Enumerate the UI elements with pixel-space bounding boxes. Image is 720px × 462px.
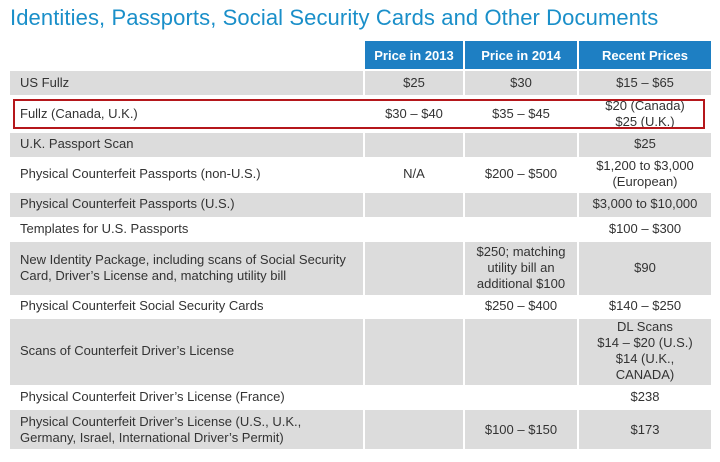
table-row: Physical Counterfeit Driver’s License (F…: [10, 383, 711, 409]
row-recent-price: $140 – $250: [577, 293, 711, 318]
row-price-2013: [363, 408, 464, 449]
row-price-2013: [363, 191, 464, 216]
table-row: US Fullz $25 $30 $15 – $65: [10, 69, 711, 96]
row-price-2013: $25: [363, 69, 464, 96]
header-price-2014: Price in 2014: [463, 41, 578, 70]
row-recent-price: $1,200 to $3,000 (European): [577, 155, 711, 192]
row-recent-price: $20 (Canada) $25 (U.K.): [577, 95, 711, 132]
table-row: Templates for U.S. Passports $100 – $300: [10, 215, 711, 241]
row-price-2013: [363, 293, 464, 318]
page-title: Identities, Passports, Social Security C…: [10, 5, 659, 30]
row-recent-price: $173: [577, 408, 711, 449]
row-price-2013: [363, 383, 464, 409]
row-price-2013: [363, 131, 464, 156]
row-item-label: Physical Counterfeit Driver’s License (U…: [10, 408, 364, 449]
header-recent-prices: Recent Prices: [577, 41, 711, 70]
row-item-label: Physical Counterfeit Passports (U.S.): [10, 191, 364, 216]
row-item-label: Scans of Counterfeit Driver’s License: [10, 317, 364, 384]
row-item-label: US Fullz: [10, 69, 364, 96]
row-price-2014: [463, 383, 578, 409]
header-price-2013: Price in 2013: [363, 41, 464, 70]
row-price-2014: [463, 191, 578, 216]
row-item-label: Physical Counterfeit Passports (non-U.S.…: [10, 155, 364, 192]
row-price-2014: $250; matching utility bill an additiona…: [463, 240, 578, 294]
row-price-2014: [463, 131, 578, 156]
row-price-2014: $250 – $400: [463, 293, 578, 318]
row-recent-price: $25: [577, 131, 711, 156]
row-price-2014: $35 – $45: [463, 95, 578, 132]
row-item-label: Templates for U.S. Passports: [10, 215, 364, 241]
row-item-label: Physical Counterfeit Social Security Car…: [10, 293, 364, 318]
row-price-2013: N/A: [363, 155, 464, 192]
row-price-2014: $30: [463, 69, 578, 96]
row-recent-price: $238: [577, 383, 711, 409]
row-item-label: Physical Counterfeit Driver’s License (F…: [10, 383, 364, 409]
table-row: Physical Counterfeit Social Security Car…: [10, 293, 711, 318]
table-row: Physical Counterfeit Driver’s License (U…: [10, 408, 711, 449]
row-price-2014: $100 – $150: [463, 408, 578, 449]
row-price-2013: $30 – $40: [363, 95, 464, 132]
row-price-2014: $200 – $500: [463, 155, 578, 192]
table-row: Scans of Counterfeit Driver’s License DL …: [10, 317, 711, 384]
table-header-row: Price in 2013 Price in 2014 Recent Price…: [10, 41, 711, 70]
table-row: Physical Counterfeit Passports (non-U.S.…: [10, 155, 711, 192]
row-recent-price: DL Scans $14 – $20 (U.S.) $14 (U.K., CAN…: [577, 317, 711, 384]
table-row: U.K. Passport Scan $25: [10, 131, 711, 156]
table-row: Physical Counterfeit Passports (U.S.) $3,…: [10, 191, 711, 216]
highlight-box: [13, 99, 705, 129]
row-recent-price: $3,000 to $10,000: [577, 191, 711, 216]
row-item-label: New Identity Package, including scans of…: [10, 240, 364, 294]
row-item-label: U.K. Passport Scan: [10, 131, 364, 156]
price-table: Price in 2013 Price in 2014 Recent Price…: [10, 41, 711, 449]
row-price-2013: [363, 240, 464, 294]
row-recent-price: $90: [577, 240, 711, 294]
row-price-2013: [363, 215, 464, 241]
row-price-2014: [463, 317, 578, 384]
row-price-2014: [463, 215, 578, 241]
table-row: Fullz (Canada, U.K.) $30 – $40 $35 – $45 $2…: [10, 95, 711, 132]
row-price-2013: [363, 317, 464, 384]
row-item-label: Fullz (Canada, U.K.): [10, 95, 364, 132]
header-blank: [10, 41, 364, 70]
row-recent-price: $100 – $300: [577, 215, 711, 241]
row-recent-price: $15 – $65: [577, 69, 711, 96]
table-row: New Identity Package, including scans of…: [10, 240, 711, 294]
